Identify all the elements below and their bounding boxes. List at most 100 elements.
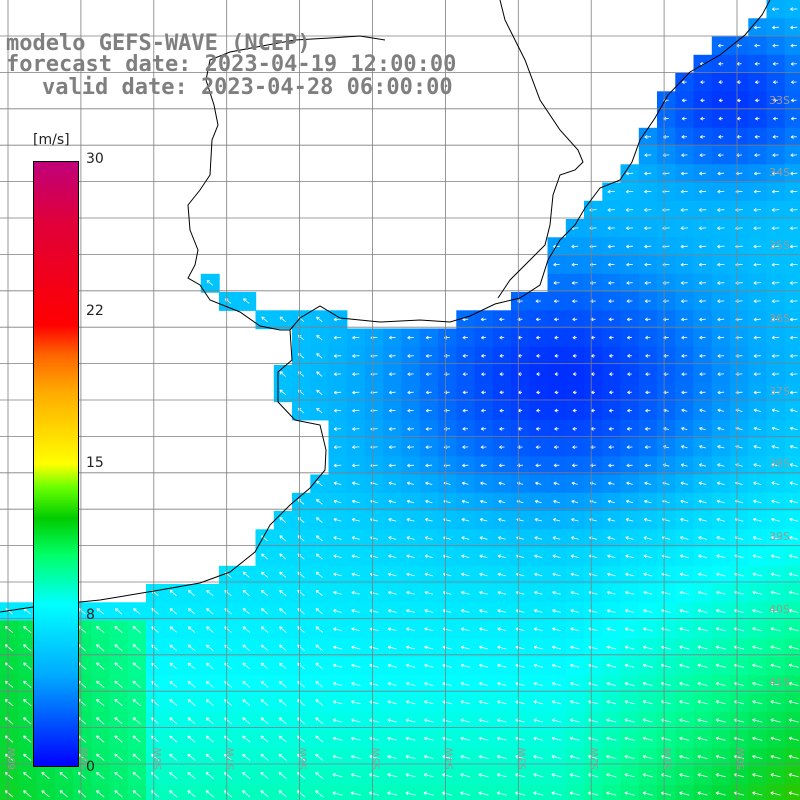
wind-arrow xyxy=(753,463,762,467)
wind-arrow xyxy=(333,536,342,540)
wind-arrow xyxy=(607,499,615,504)
wind-arrow xyxy=(187,681,196,688)
wind-arrow xyxy=(644,281,652,285)
wind-arrow xyxy=(369,773,380,778)
lat-label: 40S xyxy=(769,603,790,616)
wind-arrow xyxy=(333,427,342,431)
wind-arrow xyxy=(279,571,287,578)
wind-arrow xyxy=(680,481,688,486)
wind-cell xyxy=(109,784,129,800)
wind-cell xyxy=(529,784,549,800)
wind-arrow xyxy=(643,517,652,522)
wind-arrow xyxy=(681,353,688,358)
wind-arrow xyxy=(497,718,507,723)
wind-arrow xyxy=(533,682,543,686)
wind-cell xyxy=(91,784,111,800)
wind-arrow xyxy=(278,790,287,798)
wind-arrow xyxy=(405,663,416,668)
wind-cell xyxy=(511,346,530,366)
wind-arrow xyxy=(642,645,653,650)
wind-arrow xyxy=(645,372,651,377)
wind-cell xyxy=(310,784,330,800)
wind-arrow xyxy=(534,590,543,595)
wind-cell xyxy=(675,91,695,111)
wind-arrow xyxy=(790,135,797,139)
wind-arrow xyxy=(534,536,543,540)
wind-arrow xyxy=(772,43,779,48)
wind-arrow xyxy=(478,773,489,778)
wind-arrow xyxy=(462,372,468,377)
wind-arrow xyxy=(607,226,615,231)
wind-arrow xyxy=(405,736,416,741)
wind-arrow xyxy=(554,408,559,413)
wind-arrow xyxy=(460,663,470,668)
wind-cell xyxy=(529,419,549,439)
wind-cell xyxy=(529,310,549,330)
wind-arrow xyxy=(387,754,398,759)
wind-arrow xyxy=(770,590,781,595)
wind-arrow xyxy=(789,335,798,340)
wind-arrow xyxy=(770,718,781,723)
wind-cell xyxy=(784,675,800,695)
wind-arrow xyxy=(369,791,380,796)
wind-arrow xyxy=(499,390,504,395)
wind-arrow xyxy=(772,80,779,85)
wind-arrow xyxy=(497,590,507,595)
wind-cell xyxy=(711,784,731,800)
wind-arrow xyxy=(608,463,615,468)
wind-arrow xyxy=(718,98,723,103)
wind-arrow xyxy=(424,682,434,686)
wind-arrow xyxy=(753,299,761,304)
wind-arrow xyxy=(644,317,651,322)
wind-arrow xyxy=(333,445,342,450)
wind-arrow xyxy=(753,281,762,285)
wind-arrow xyxy=(552,554,561,559)
wind-cell xyxy=(784,584,800,603)
colorbar-tick-22: 22 xyxy=(86,303,104,319)
wind-arrow xyxy=(333,317,342,322)
wind-cell xyxy=(748,273,768,293)
wind-arrow xyxy=(387,627,397,632)
wind-arrow xyxy=(316,353,323,359)
wind-cell xyxy=(638,200,658,220)
colorbar-tick-15: 15 xyxy=(86,455,104,471)
wind-arrow xyxy=(498,518,506,522)
wind-arrow xyxy=(132,735,141,743)
wind-arrow xyxy=(571,463,578,468)
wind-arrow xyxy=(717,354,725,358)
wind-arrow xyxy=(351,536,360,540)
wind-arrow xyxy=(406,627,416,632)
wind-arrow xyxy=(515,791,526,796)
wind-arrow xyxy=(315,535,323,542)
wind-arrow xyxy=(279,371,286,377)
wind-arrow xyxy=(242,790,251,798)
wind-arrow xyxy=(442,773,453,778)
wind-cell xyxy=(638,784,658,800)
wind-arrow xyxy=(351,609,361,613)
colorbar xyxy=(33,161,79,767)
wind-arrow xyxy=(315,517,323,523)
wind-cell xyxy=(784,711,800,731)
wind-arrow xyxy=(169,644,178,652)
wind-arrow xyxy=(771,426,780,431)
wind-arrow xyxy=(23,644,32,652)
wind-arrow xyxy=(625,189,634,194)
wind-arrow xyxy=(570,572,580,577)
wind-arrow xyxy=(626,281,633,285)
wind-arrow xyxy=(643,627,653,632)
wind-arrow xyxy=(642,736,653,741)
wind-arrow xyxy=(460,609,470,613)
wind-arrow xyxy=(187,590,196,597)
colorbar-tick-30: 30 xyxy=(86,151,104,167)
wind-arrow xyxy=(572,335,577,340)
wind-arrow xyxy=(224,662,232,670)
wind-arrow xyxy=(680,281,688,285)
wind-arrow xyxy=(718,80,723,84)
wind-arrow xyxy=(169,681,178,688)
wind-cell xyxy=(547,310,567,330)
wind-arrow xyxy=(771,244,780,249)
wind-arrow xyxy=(332,773,343,778)
wind-arrow xyxy=(351,700,361,705)
wind-arrow xyxy=(169,790,178,798)
wind-arrow xyxy=(352,427,360,431)
